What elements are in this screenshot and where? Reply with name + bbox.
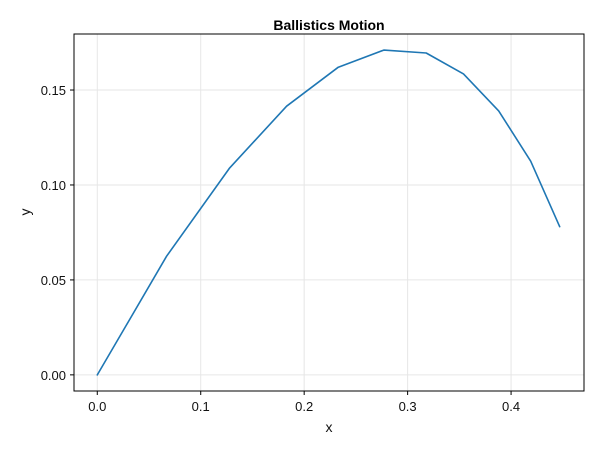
series-line <box>96 49 561 376</box>
y-axis-label: y <box>17 209 33 216</box>
grid <box>74 34 584 391</box>
y-tick-label: 0.00 <box>41 368 66 383</box>
x-tick-label: 0.0 <box>88 399 106 414</box>
series-layer <box>96 49 561 376</box>
chart-title: Ballistics Motion <box>273 17 384 33</box>
x-tick-label: 0.1 <box>192 399 210 414</box>
x-axis-label: x <box>326 419 333 435</box>
x-axis: 0.0 0.1 0.2 0.3 0.4 <box>88 391 520 414</box>
x-tick-label: 0.4 <box>502 399 520 414</box>
y-tick-label: 0.10 <box>41 178 66 193</box>
y-tick-label: 0.15 <box>41 83 66 98</box>
plot-frame <box>73 33 585 392</box>
x-tick-label: 0.2 <box>295 399 313 414</box>
x-tick-label: 0.3 <box>399 399 417 414</box>
y-axis: 0.00 0.05 0.10 0.15 <box>41 83 74 383</box>
y-tick-label: 0.05 <box>41 273 66 288</box>
